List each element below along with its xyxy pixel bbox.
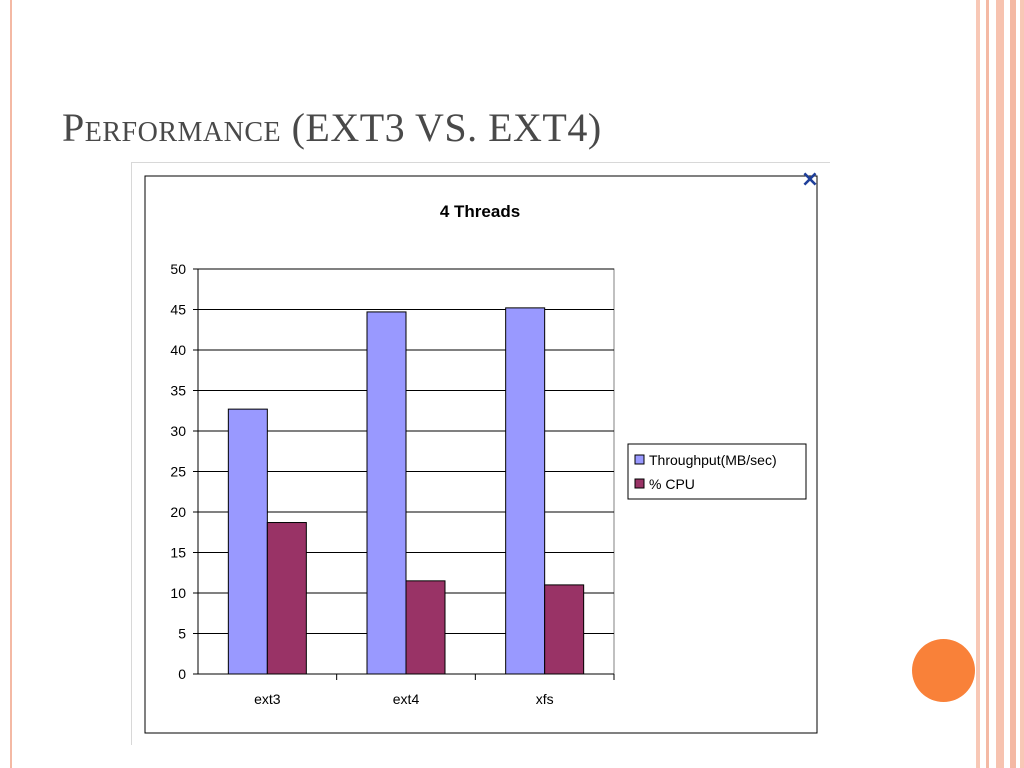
stripe — [986, 0, 989, 768]
legend-swatch — [634, 478, 645, 489]
y-tick-label: 5 — [178, 626, 186, 642]
legend-label: % CPU — [649, 476, 695, 492]
x-tick-label: xfs — [536, 691, 554, 707]
close-icon[interactable]: × — [800, 167, 820, 192]
x-tick-label: ext3 — [254, 691, 281, 707]
y-tick-label: 50 — [170, 261, 186, 277]
orange-circle-decoration — [912, 639, 975, 702]
bar-ext4-1 — [405, 580, 446, 675]
y-tick-label: 20 — [170, 504, 186, 520]
legend-swatch — [634, 454, 645, 465]
stripe — [976, 0, 980, 768]
y-tick-label: 15 — [170, 545, 186, 561]
right-decorative-stripes — [976, 0, 1024, 768]
bar-ext4-0 — [366, 311, 407, 675]
y-tick-label: 25 — [170, 464, 186, 480]
y-tick-label: 10 — [170, 585, 186, 601]
chart-title: 4 Threads — [440, 202, 520, 221]
y-tick-label: 30 — [170, 423, 186, 439]
left-border-line — [10, 0, 12, 768]
y-tick-label: 40 — [170, 342, 186, 358]
slide-title: Performance (EXT3 VS. EXT4) — [62, 105, 602, 150]
y-tick-label: 0 — [178, 666, 186, 682]
chart-window: 4 Threads 0 5 10 15 20 25 30 35 40 45 50 ext3 ext4 xfs… — [131, 162, 830, 745]
bar-xfs-0 — [505, 307, 546, 675]
stripe — [1020, 0, 1024, 768]
y-tick-label: 45 — [170, 302, 186, 318]
bar-ext3-0 — [227, 408, 268, 675]
legend-box — [627, 443, 807, 500]
stripe — [1010, 0, 1016, 768]
bar-xfs-1 — [544, 584, 585, 675]
bar-chart: 4 Threads 0 5 10 15 20 25 30 35 40 45 50 ext3 ext4 xfs… — [144, 175, 818, 734]
y-tick-label: 35 — [170, 383, 186, 399]
legend-label: Throughput(MB/sec) — [649, 452, 777, 468]
bar-ext3-1 — [266, 522, 307, 675]
stripe — [996, 0, 1004, 768]
x-tick-label: ext4 — [393, 691, 420, 707]
